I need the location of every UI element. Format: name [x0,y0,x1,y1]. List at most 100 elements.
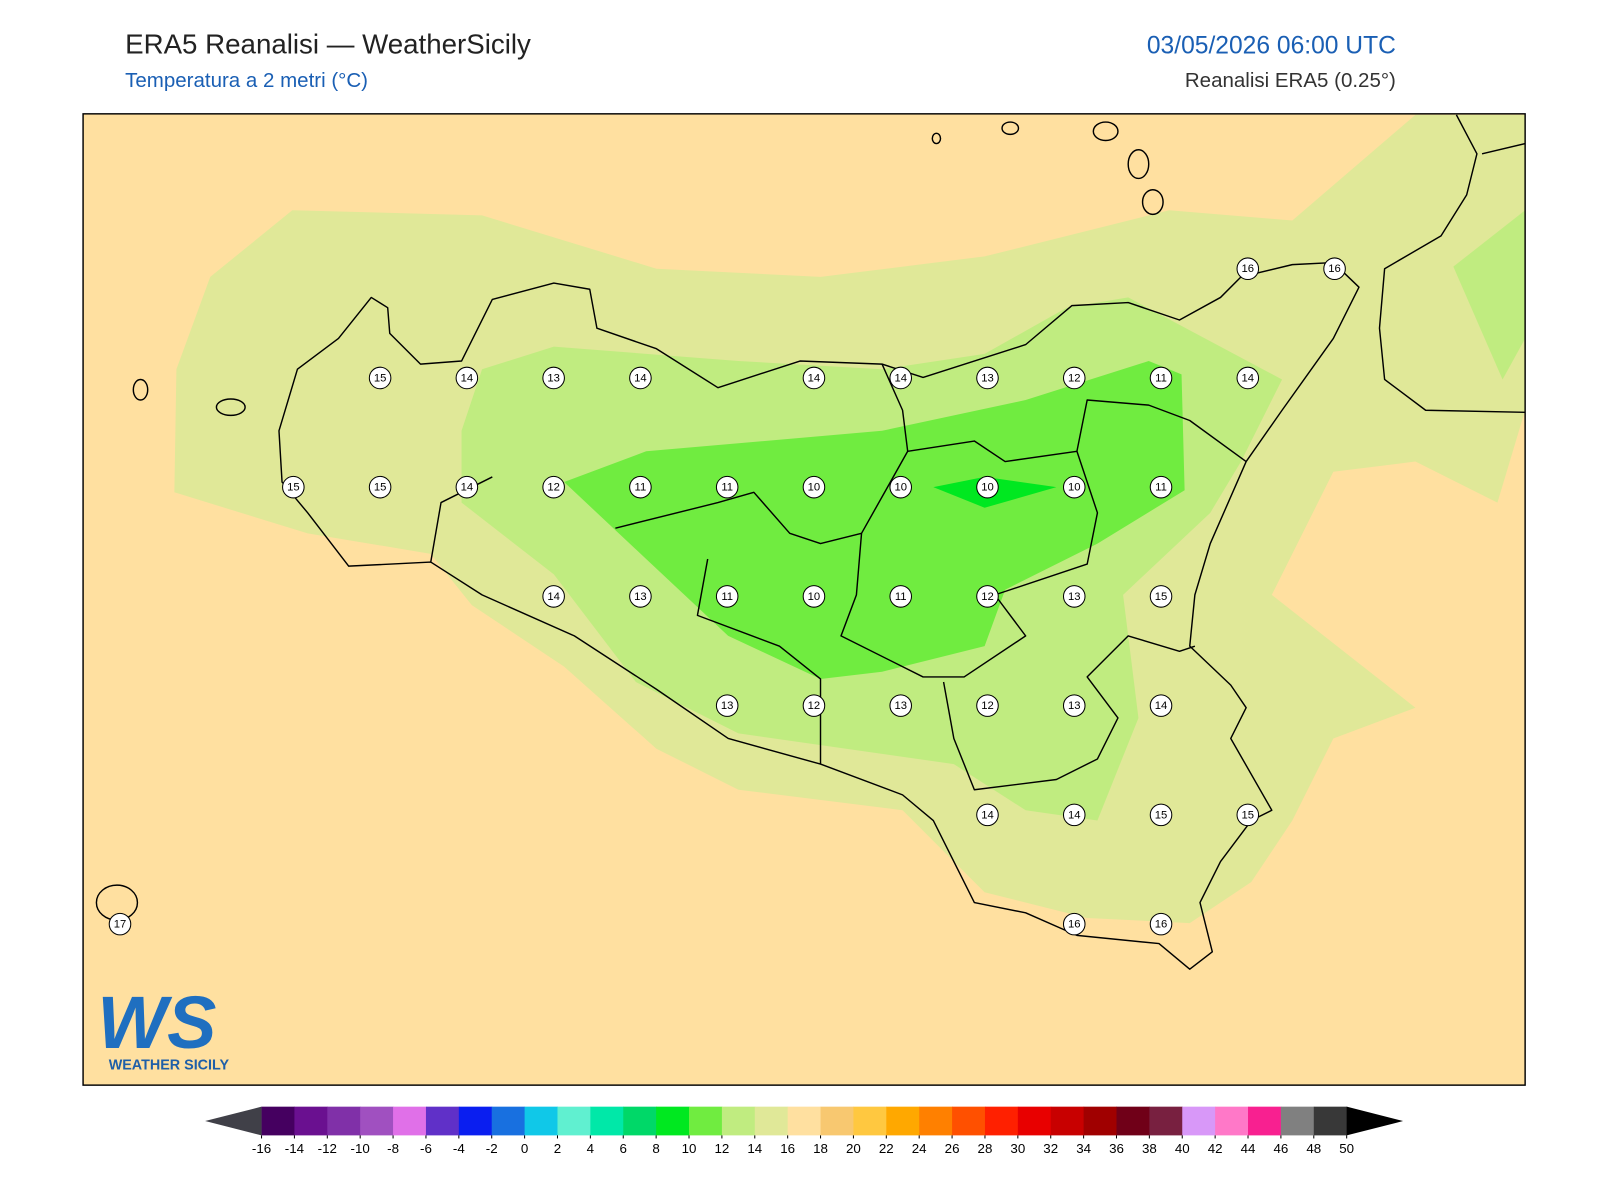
colorbar-tick-label: 30 [1010,1141,1025,1156]
station-marker [715,694,739,717]
station-marker [1062,585,1086,608]
colorbar-tick-label: 20 [846,1141,861,1156]
colorbar-swatch [458,1106,493,1136]
station-marker [282,475,305,499]
station-marker [1236,257,1260,280]
station-marker [976,694,999,717]
station-value: 12 [1068,372,1081,384]
station-value: 11 [895,591,907,603]
colorbar-tick-label: 34 [1076,1141,1091,1156]
station-value: 13 [1068,700,1081,712]
colorbar-swatch [261,1106,295,1136]
colorbar-swatch [590,1106,624,1136]
station-value: 16 [1068,919,1081,931]
colorbar-swatch [689,1106,723,1136]
station-value: 15 [1155,591,1168,603]
station-value: 15 [374,372,387,384]
station-marker [1149,694,1173,717]
map-frame [82,113,1526,1086]
colorbar-swatch [656,1106,690,1136]
map-area [83,113,1526,1086]
station-value: 17 [114,919,127,931]
station-marker [1062,912,1086,936]
colorbar-swatch [1149,1106,1183,1136]
station-value: 14 [547,591,560,603]
colorbar-tick-label: 32 [1043,1141,1058,1156]
station-marker [1149,366,1173,390]
colorbar-tick-label: -10 [351,1141,370,1156]
station-value: 13 [894,700,907,712]
station-value: 12 [808,700,821,712]
station-marker [1149,912,1173,936]
station-value: 13 [1068,591,1081,603]
colorbar-tick-label: 4 [587,1141,595,1156]
station-value: 11 [1155,372,1167,384]
colorbar-swatch [623,1106,657,1136]
station-marker [1236,803,1260,827]
calabria-coast [1378,114,1526,414]
logo: WS WEATHER SICILY [97,981,229,1074]
colorbar-tick-label: -2 [486,1141,498,1156]
station-marker [802,694,826,717]
colorbar-swatch [952,1106,986,1136]
colorbar-swatch [1017,1106,1052,1136]
colorbar-swatch [853,1106,887,1136]
datetime: 03/05/2026 06:00 UTC [1147,32,1396,59]
colorbar-tick-label: 50 [1339,1141,1354,1156]
station-value: 15 [1155,809,1168,821]
station-marker [542,585,565,608]
station-value: 16 [1328,263,1341,275]
logo-text: WEATHER SICILY [109,1058,230,1074]
station-marker [1149,803,1173,827]
colorbar-swatch [787,1106,822,1136]
colorbar-tick-label: 40 [1175,1141,1190,1156]
colorbar-tick-label: 42 [1208,1141,1223,1156]
colorbar-tick-label: 26 [945,1141,960,1156]
station-marker [368,475,392,499]
station-value: 10 [808,591,821,603]
colorbar-tick-label: -6 [420,1141,432,1156]
station-value: 14 [1155,700,1168,712]
colorbar-swatch [491,1106,526,1136]
colorbar-swatch [327,1106,361,1136]
colorbar-swatch [1248,1106,1282,1136]
colorbar-tick-label: 48 [1306,1141,1321,1156]
colorbar-tick-label: -4 [453,1141,465,1156]
colorbar-tick-label: 12 [714,1141,729,1156]
source: Reanalisi ERA5 (0.25°) [1185,69,1396,92]
station-value: 14 [894,372,907,384]
station-marker [889,366,913,390]
colorbar-swatch [919,1106,953,1136]
colorbar-tick-label: 24 [912,1141,927,1156]
island [1141,189,1164,216]
colorbar-tick-label: 0 [521,1141,528,1156]
station-marker [455,475,479,499]
colorbar-swatch [886,1106,920,1136]
colorbar-over [1346,1106,1404,1136]
colorbar-tick-label: -14 [285,1141,305,1156]
station-marker [1062,694,1086,717]
calabria-coast [1481,142,1526,155]
station-value: 16 [1155,919,1168,931]
colorbar-swatch [754,1106,789,1136]
colorbar-swatch [1116,1106,1150,1136]
colorbar-swatch [820,1106,854,1136]
colorbar-tick-label: 8 [652,1141,659,1156]
colorbar-swatch [1182,1106,1216,1136]
field-12-14 [1453,210,1526,380]
colorbar-tick-label: 2 [554,1141,561,1156]
colorbar-tick-label: 22 [879,1141,894,1156]
station-marker [715,475,739,499]
island [132,378,149,401]
station-value: 10 [808,482,821,494]
station-value: 13 [721,700,734,712]
colorbar-swatch [1280,1106,1315,1136]
station-marker [1149,475,1173,499]
station-value: 16 [1242,263,1255,275]
title: ERA5 Reanalisi — WeatherSicily [125,28,531,59]
station-marker [368,366,392,390]
station-marker [542,475,565,499]
station-value: 11 [721,591,733,603]
island [931,132,942,145]
island [1001,121,1020,136]
